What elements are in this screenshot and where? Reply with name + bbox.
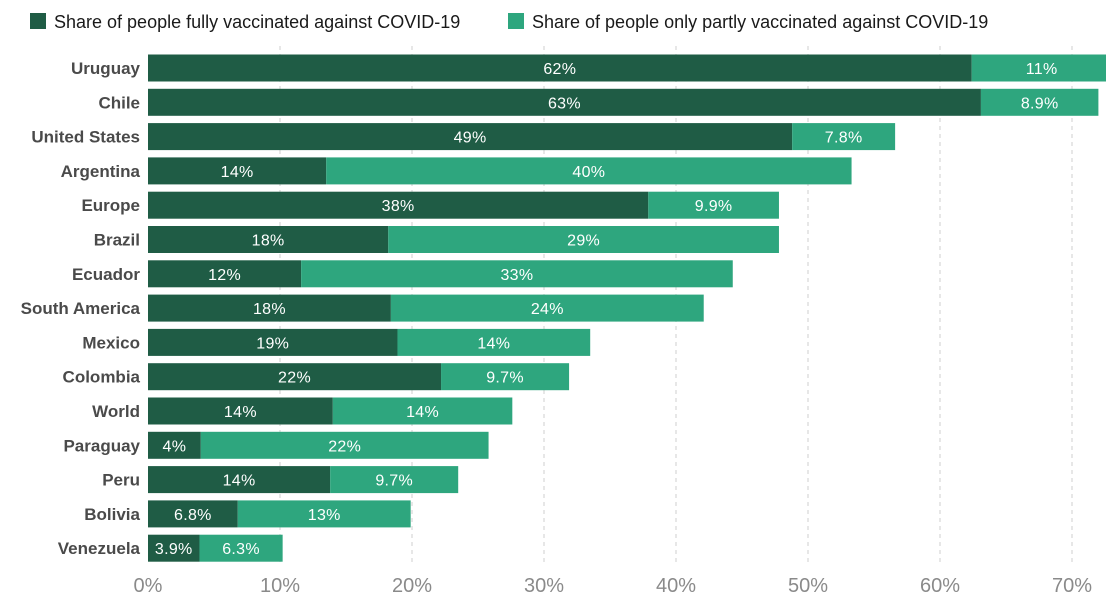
category-label-10: Colombia (63, 368, 141, 387)
data-label-fully-9: 19% (256, 335, 289, 352)
data-label-partly-5: 9.9% (695, 198, 733, 215)
bar-partly-7 (301, 260, 733, 288)
data-label-fully-11: 14% (224, 404, 257, 421)
bar-partly-12 (200, 431, 489, 459)
x-tick-label-30: 30% (524, 575, 564, 597)
data-label-fully-8: 18% (253, 301, 286, 318)
category-label-8: South America (21, 299, 141, 318)
bar-partly-6 (388, 226, 779, 253)
bar-fully-8 (148, 294, 391, 322)
bar-fully-4 (148, 157, 327, 185)
data-label-fully-3: 49% (454, 130, 487, 147)
data-label-partly-14: 13% (308, 507, 341, 524)
bar-fully-1 (148, 54, 972, 82)
legend-swatch-2 (508, 13, 524, 29)
data-label-partly-2: 8.9% (1021, 95, 1059, 112)
data-label-fully-15: 3.9% (155, 541, 193, 558)
data-label-partly-1: 11% (1026, 61, 1058, 78)
bars: 62% 11% 63% 8.9% 49% 7.8% 14% 40% 38% 9.9% 18% 29% 1… (148, 54, 1106, 562)
data-label-partly-13: 9.7% (375, 473, 413, 490)
bar-fully-3 (148, 123, 793, 151)
data-label-partly-9: 14% (477, 335, 510, 352)
bar-partly-5 (648, 191, 779, 219)
data-label-fully-7: 12% (208, 267, 241, 284)
data-label-partly-6: 29% (567, 233, 600, 250)
category-label-3: United States (31, 128, 140, 147)
bar-fully-13 (148, 466, 331, 494)
category-label-14: Bolivia (84, 505, 140, 524)
bar-partly-14 (237, 500, 411, 528)
bar-partly-13 (330, 466, 459, 494)
data-label-partly-11: 14% (406, 404, 439, 421)
bar-fully-9 (148, 328, 398, 356)
legend-swatch-1 (30, 13, 46, 29)
data-label-fully-2: 63% (548, 95, 581, 112)
x-tick-label-20: 20% (392, 575, 432, 597)
bar-partly-1 (971, 54, 1106, 82)
category-label-15: Venezuela (58, 539, 141, 558)
category-label-5: Europe (81, 196, 140, 215)
bar-partly-4 (326, 157, 852, 185)
legend-label-2: Share of people only partly vaccinated a… (532, 12, 988, 32)
data-label-fully-10: 22% (278, 370, 311, 387)
bar-fully-2 (148, 88, 981, 116)
category-label-6: Brazil (94, 231, 140, 250)
data-label-partly-12: 22% (328, 438, 361, 455)
category-label-11: World (92, 402, 140, 421)
category-label-1: Uruguay (71, 59, 141, 78)
category-label-4: Argentina (61, 162, 141, 181)
bar-partly-3 (792, 123, 896, 151)
x-tick-label-40: 40% (656, 575, 696, 597)
data-label-partly-10: 9.7% (486, 370, 524, 387)
data-label-partly-8: 24% (531, 301, 564, 318)
x-tick-label-10: 10% (260, 575, 300, 597)
category-label-7: Ecuador (72, 265, 140, 284)
data-label-fully-4: 14% (221, 164, 254, 181)
bar-partly-11 (332, 397, 513, 425)
bar-fully-5 (148, 191, 649, 219)
legend-label-1: Share of people fully vaccinated against… (54, 12, 460, 32)
bar-partly-2 (980, 88, 1099, 116)
category-label-12: Paraguay (63, 436, 140, 455)
bar-partly-10 (441, 363, 570, 391)
bar-partly-9 (397, 328, 591, 356)
data-label-fully-12: 4% (163, 438, 187, 455)
data-label-fully-13: 14% (223, 473, 256, 490)
legend: Share of people fully vaccinated against… (30, 12, 988, 32)
data-label-fully-14: 6.8% (174, 507, 212, 524)
bar-fully-7 (148, 260, 302, 288)
bar-fully-11 (148, 397, 333, 425)
data-label-partly-3: 7.8% (825, 130, 863, 147)
bar-partly-8 (390, 294, 704, 322)
bar-fully-10 (148, 363, 442, 391)
data-label-partly-15: 6.3% (222, 541, 260, 558)
data-label-fully-6: 18% (252, 233, 285, 250)
x-tick-label-50: 50% (788, 575, 828, 597)
category-label-2: Chile (98, 93, 140, 112)
data-label-fully-1: 62% (543, 61, 576, 78)
data-label-fully-5: 38% (382, 198, 415, 215)
bar-partly-15 (199, 534, 283, 562)
data-label-partly-4: 40% (572, 164, 605, 181)
category-label-13: Peru (102, 471, 140, 490)
bar-fully-14 (148, 500, 238, 528)
x-tick-label-70: 70% (1052, 575, 1092, 597)
bar-fully-15 (148, 534, 200, 562)
category-labels: Uruguay Chile United States Argentina Europe… (21, 59, 141, 558)
data-label-partly-7: 33% (500, 267, 533, 284)
x-tick-label-60: 60% (920, 575, 960, 597)
category-label-9: Mexico (82, 333, 140, 352)
bar-fully-12 (148, 431, 201, 459)
x-axis: 0% 10% 20% 30% 40% 50% 60% 70% (134, 575, 1093, 597)
x-tick-label-0: 0% (134, 575, 163, 597)
bar-fully-6 (148, 226, 389, 253)
